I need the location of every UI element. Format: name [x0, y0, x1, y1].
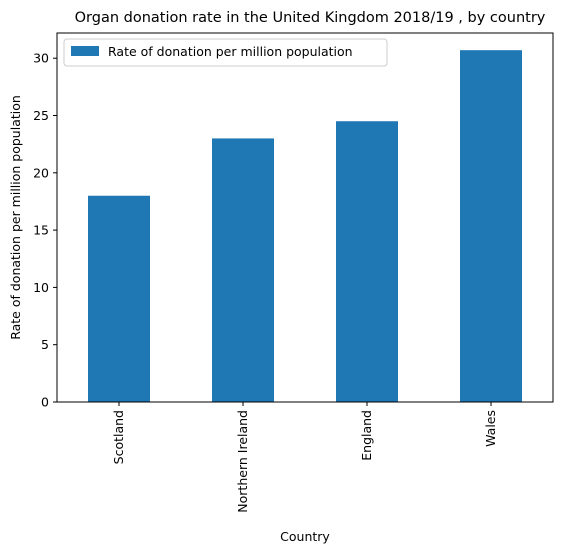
- bar-wales: [460, 50, 522, 402]
- y-tick-label: 25: [33, 108, 49, 123]
- chart-title: Organ donation rate in the United Kingdo…: [75, 10, 546, 26]
- bar-scotland: [88, 195, 150, 402]
- bar-england: [336, 121, 398, 402]
- x-tick-label: Northern Ireland: [235, 410, 250, 513]
- x-axis-label: Country: [280, 529, 330, 544]
- x-tick-label: England: [359, 410, 374, 461]
- bar-northern-ireland: [212, 138, 274, 402]
- plot-frame: [56, 32, 554, 403]
- bars-group: [88, 50, 522, 402]
- legend: Rate of donation per million population: [63, 38, 388, 67]
- x-tick-label: Wales: [483, 410, 498, 447]
- legend-swatch: [71, 46, 99, 56]
- y-tick-label: 30: [33, 51, 49, 66]
- y-tick-label: 10: [33, 280, 49, 295]
- y-tick-label: 0: [41, 395, 49, 410]
- y-tick-label: 20: [33, 165, 49, 180]
- legend-label: Rate of donation per million population: [108, 44, 353, 59]
- x-axis: Scotland Northern Ireland England Wales: [111, 402, 498, 513]
- y-tick-label: 5: [41, 337, 49, 352]
- y-axis-label: Rate of donation per million population: [8, 95, 23, 340]
- x-tick-label: Scotland: [111, 410, 126, 464]
- y-axis: 0 5 10 15 20 25 30: [33, 51, 57, 410]
- y-tick-label: 15: [33, 223, 49, 238]
- legend-frame: [63, 38, 388, 67]
